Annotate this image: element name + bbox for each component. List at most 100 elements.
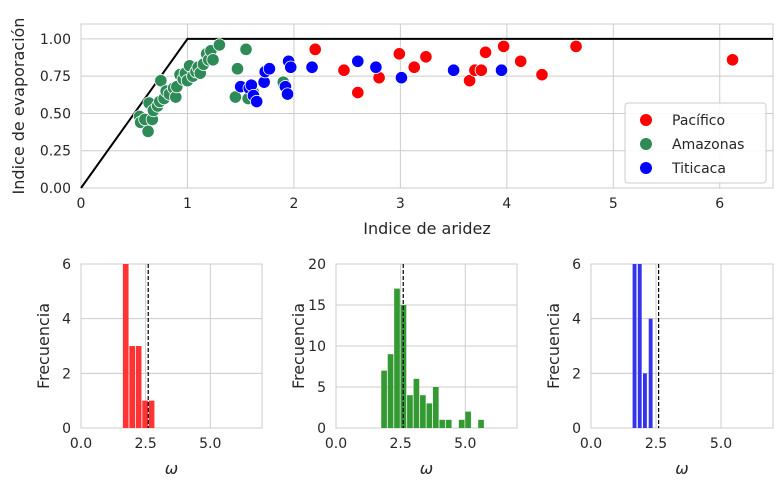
x-tick-label: 2: [289, 196, 298, 212]
y-axis-label: Frecuencia: [289, 303, 308, 389]
histogram-bar: [135, 346, 142, 428]
histogram-bar: [637, 264, 642, 428]
data-point-titicaca: [284, 60, 298, 74]
y-tick-label: 0.25: [40, 144, 71, 160]
y-tick-label: 6: [62, 257, 71, 273]
data-point-titicaca: [351, 54, 365, 68]
y-axis-label: Frecuencia: [34, 303, 53, 389]
x-tick-label: 3: [396, 196, 405, 212]
x-axis-label: ω: [420, 459, 433, 478]
y-tick-label: 10: [308, 339, 326, 355]
histogram-bar: [445, 419, 452, 428]
y-tick-label: 0.00: [40, 181, 71, 197]
x-tick-label: 5.0: [710, 436, 732, 452]
histogram-bar: [129, 346, 136, 428]
data-point-pacifico: [725, 53, 740, 67]
data-point-pacifico: [474, 63, 488, 77]
legend: Pacífico Amazonas Titicaca: [624, 102, 767, 184]
data-point-amazonas: [230, 62, 245, 76]
y-tick-label: 0: [572, 421, 581, 437]
chart-panel-2: 0.0 2.5 5.0 0 5 10 15 20 ω Frecuencia: [289, 257, 518, 478]
y-tick-label: 15: [308, 298, 326, 314]
data-point-pacifico: [535, 68, 549, 82]
data-point-titicaca: [250, 94, 264, 109]
data-point-titicaca: [369, 60, 383, 74]
data-point-pacifico: [407, 60, 421, 74]
histogram-bar: [142, 400, 148, 428]
data-point-amazonas: [212, 38, 226, 52]
data-point-pacifico: [337, 63, 351, 77]
legend-marker-pacifico: [640, 114, 652, 126]
data-point-pacifico: [478, 45, 493, 59]
data-point-amazonas: [154, 74, 168, 88]
y-tick-label: 1.00: [40, 32, 71, 48]
histogram-bar: [394, 288, 400, 428]
data-point-amazonas: [228, 90, 242, 104]
chart-panel-1: 0.0 2.5 5.0 0 2 4 6 ω Frecuencia: [34, 257, 263, 478]
data-point-pacifico: [351, 85, 365, 100]
x-axis-label: ω: [675, 459, 688, 478]
y-tick-label: 0: [317, 421, 326, 437]
budyko-limit-line: [80, 37, 773, 189]
x-tick-label: 4: [502, 196, 511, 212]
histogram-bar: [426, 403, 433, 428]
plot-frame: [590, 263, 774, 429]
data-point-pacifico: [497, 39, 511, 53]
plot-frame: [80, 23, 774, 189]
x-tick-label: 0.0: [580, 436, 602, 452]
y-axis-label: Frecuencia: [544, 303, 563, 389]
histogram-bar: [648, 318, 653, 428]
histogram-bar: [420, 395, 426, 428]
legend-label: Titicaca: [671, 161, 726, 177]
plot-frame: [80, 263, 263, 429]
x-tick-label: 0.0: [325, 436, 347, 452]
x-tick-label: 2.5: [390, 436, 412, 452]
data-point-pacifico: [419, 50, 433, 64]
data-point-titicaca: [394, 71, 409, 85]
data-point-pacifico: [462, 74, 477, 88]
histogram-bar: [407, 395, 413, 428]
histogram-bar: [413, 378, 420, 428]
histogram-bar: [458, 419, 465, 428]
x-tick-label: 0: [77, 196, 86, 212]
y-tick-label: 2: [572, 366, 581, 382]
y-tick-label: 5: [317, 380, 326, 396]
data-point-amazonas: [141, 124, 155, 138]
legend-label: Amazonas: [672, 137, 744, 153]
data-point-pacifico: [514, 54, 528, 68]
y-tick-label: 0.50: [40, 106, 71, 122]
y-tick-label: 20: [308, 257, 326, 273]
y-tick-label: 2: [62, 366, 71, 382]
histogram-bar: [643, 373, 647, 428]
data-point-titicaca: [305, 60, 319, 74]
y-tick-label: 4: [572, 312, 581, 328]
legend-box: [624, 102, 767, 184]
legend-marker-amazonas: [640, 138, 652, 150]
x-tick-label: 1: [183, 196, 192, 212]
histogram-bar: [387, 354, 394, 428]
histogram-bar: [122, 264, 129, 428]
chart-panel-3: 0.0 2.5 5.0 0 2 4 6 ω Frecuencia: [544, 257, 774, 478]
data-point-titicaca: [280, 87, 295, 101]
data-point-titicaca: [447, 63, 461, 77]
data-point-pacifico: [392, 47, 406, 61]
x-tick-label: 5: [609, 196, 618, 212]
histogram-bar: [148, 400, 155, 428]
y-tick-label: 4: [62, 312, 71, 328]
histogram-bar: [381, 370, 387, 428]
y-tick-label: 0.75: [40, 69, 71, 85]
y-tick-label: 0: [62, 421, 71, 437]
histogram-bar: [465, 411, 471, 428]
data-point-titicaca: [494, 63, 509, 77]
x-tick-label: 5.0: [199, 436, 221, 452]
x-axis-label: Indice de aridez: [363, 219, 491, 238]
x-tick-label: 5.0: [454, 436, 476, 452]
data-point-amazonas: [206, 53, 220, 67]
x-tick-label: 2.5: [645, 436, 667, 452]
x-tick-label: 0.0: [70, 436, 92, 452]
data-point-pacifico: [569, 39, 583, 53]
legend-marker-titicaca: [640, 162, 652, 174]
histogram-bar: [478, 419, 484, 428]
histogram-bar: [439, 419, 446, 428]
